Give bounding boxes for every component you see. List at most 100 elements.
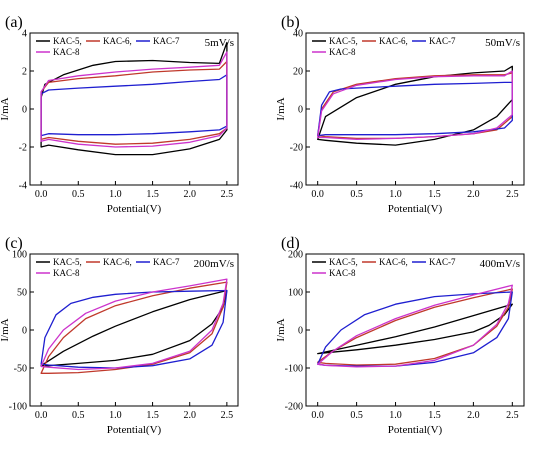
scan-rate-annotation: 50mV/s: [485, 37, 520, 49]
legend-item-kac-6: KAC-6,: [362, 257, 408, 267]
panel-label: (c): [5, 235, 23, 252]
legend-item-kac-7: KAC-7: [412, 36, 456, 46]
x-axis-label: Potential(V): [107, 203, 162, 215]
legend-item-kac-8: KAC-8: [312, 268, 356, 278]
y-tick-label: 100: [12, 250, 27, 261]
scan-rate-annotation: 200mV/s: [194, 258, 234, 270]
chart-panel-1: 0.0 0.5 1.0 1.5 2.0 2.5 -4 -2 0 2 4 Potential(V) I/m…: [0, 14, 239, 215]
chart-panel-3: 0.0 0.5 1.0 1.5 2.0 2.5 -100 -50 0 50 100 Potential…: [0, 235, 239, 436]
chart-panel-4: 0.0 0.5 1.0 1.5 2.0 2.5 -200 -100 0 100 200 Potenti…: [275, 235, 525, 436]
legend-label: KAC-6,: [379, 36, 408, 46]
x-tick-label: 1.0: [389, 189, 402, 200]
x-tick-label: 1.5: [146, 410, 159, 421]
y-tick-label: 0: [298, 105, 303, 116]
panel-label: (d): [281, 235, 300, 252]
y-tick-label: 50: [17, 288, 27, 299]
legend-item-kac-8: KAC-8: [36, 268, 80, 278]
series-group: [317, 65, 513, 146]
legend-label: KAC-5,: [53, 36, 82, 46]
legend-label: KAC-7: [429, 36, 456, 46]
series-line-kac-8: [317, 70, 513, 141]
legend-item-kac-8: KAC-8: [36, 47, 80, 57]
x-tick-label: 1.5: [146, 189, 159, 200]
y-tick-label: 20: [293, 67, 303, 78]
x-tick-label: 0.5: [72, 410, 85, 421]
legend-item-kac-5: KAC-5,: [36, 36, 82, 46]
y-tick-label: -40: [290, 181, 303, 192]
legend-label: KAC-8: [329, 47, 356, 57]
y-axis-label: I/mA: [0, 97, 11, 120]
y-axis-label: I/mA: [275, 318, 287, 341]
series-line-kac-8: [40, 278, 228, 371]
x-tick-label: 1.5: [428, 410, 441, 421]
series-line-kac-7: [317, 291, 513, 367]
x-tick-label: 0.5: [72, 189, 85, 200]
y-tick-label: -20: [290, 143, 303, 154]
series-group: [40, 278, 228, 374]
series-line-kac-5: [317, 303, 513, 355]
panel-label: (b): [281, 14, 300, 31]
legend-item-kac-5: KAC-5,: [312, 36, 358, 46]
series-group: [317, 284, 513, 368]
x-tick-label: 2.0: [467, 189, 480, 200]
legend-label: KAC-8: [53, 268, 80, 278]
y-tick-label: -50: [14, 364, 27, 375]
series-line-kac-7: [40, 289, 228, 369]
legend: KAC-5, KAC-6, KAC-7 KAC-8: [312, 36, 456, 57]
x-tick-label: 1.5: [428, 189, 441, 200]
y-tick-label: -4: [19, 181, 27, 192]
y-tick-label: 4: [22, 29, 27, 40]
legend-label: KAC-5,: [329, 257, 358, 267]
x-tick-label: 0.0: [311, 189, 324, 200]
y-tick-label: 200: [288, 250, 303, 261]
legend-label: KAC-7: [429, 257, 456, 267]
y-tick-label: -2: [19, 143, 27, 154]
legend-label: KAC-6,: [103, 36, 132, 46]
y-tick-label: 0: [298, 326, 303, 337]
x-tick-label: 2.0: [183, 410, 196, 421]
x-tick-label: 2.0: [467, 410, 480, 421]
x-tick-label: 1.0: [109, 410, 122, 421]
x-axis-label: Potential(V): [388, 203, 443, 215]
x-tick-label: 0.0: [35, 189, 48, 200]
legend-label: KAC-7: [153, 36, 180, 46]
x-tick-label: 0.0: [311, 410, 324, 421]
panel-label: (a): [5, 14, 23, 31]
y-tick-label: -100: [9, 402, 27, 413]
y-tick-label: 0: [22, 105, 27, 116]
legend-item-kac-6: KAC-6,: [362, 36, 408, 46]
legend-label: KAC-8: [53, 47, 80, 57]
scan-rate-annotation: 5mV/s: [205, 37, 234, 49]
y-tick-label: 2: [22, 67, 27, 78]
x-tick-label: 2.5: [506, 189, 519, 200]
series-line-kac-5: [40, 41, 228, 156]
x-axis-label: Potential(V): [388, 424, 443, 436]
legend-item-kac-5: KAC-5,: [312, 257, 358, 267]
y-tick-label: 0: [22, 326, 27, 337]
chart-panel-2: 0.0 0.5 1.0 1.5 2.0 2.5 -40 -20 0 20 40 Potential(V…: [275, 14, 525, 215]
legend-label: KAC-7: [153, 257, 180, 267]
legend-item-kac-7: KAC-7: [136, 257, 180, 267]
legend: KAC-5, KAC-6, KAC-7 KAC-8: [312, 257, 456, 278]
y-tick-label: 40: [293, 29, 303, 40]
y-axis-label: I/mA: [275, 97, 287, 120]
series-line-kac-6: [317, 288, 513, 366]
series-line-kac-8: [317, 284, 513, 368]
legend-label: KAC-6,: [379, 257, 408, 267]
x-axis-label: Potential(V): [107, 424, 162, 436]
x-tick-label: 2.5: [221, 189, 234, 200]
x-tick-label: 1.0: [389, 410, 402, 421]
x-tick-label: 2.5: [506, 410, 519, 421]
y-tick-label: -200: [285, 402, 303, 413]
y-axis-label: I/mA: [0, 318, 11, 341]
legend: KAC-5, KAC-6, KAC-7 KAC-8: [36, 257, 180, 278]
x-tick-label: 2.5: [221, 410, 234, 421]
legend-label: KAC-8: [329, 268, 356, 278]
series-line-kac-8: [40, 51, 228, 148]
legend-label: KAC-5,: [53, 257, 82, 267]
legend-label: KAC-6,: [103, 257, 132, 267]
y-tick-label: 100: [288, 288, 303, 299]
series-line-kac-7: [40, 74, 228, 137]
x-tick-label: 2.0: [183, 189, 196, 200]
x-tick-label: 0.5: [350, 189, 363, 200]
